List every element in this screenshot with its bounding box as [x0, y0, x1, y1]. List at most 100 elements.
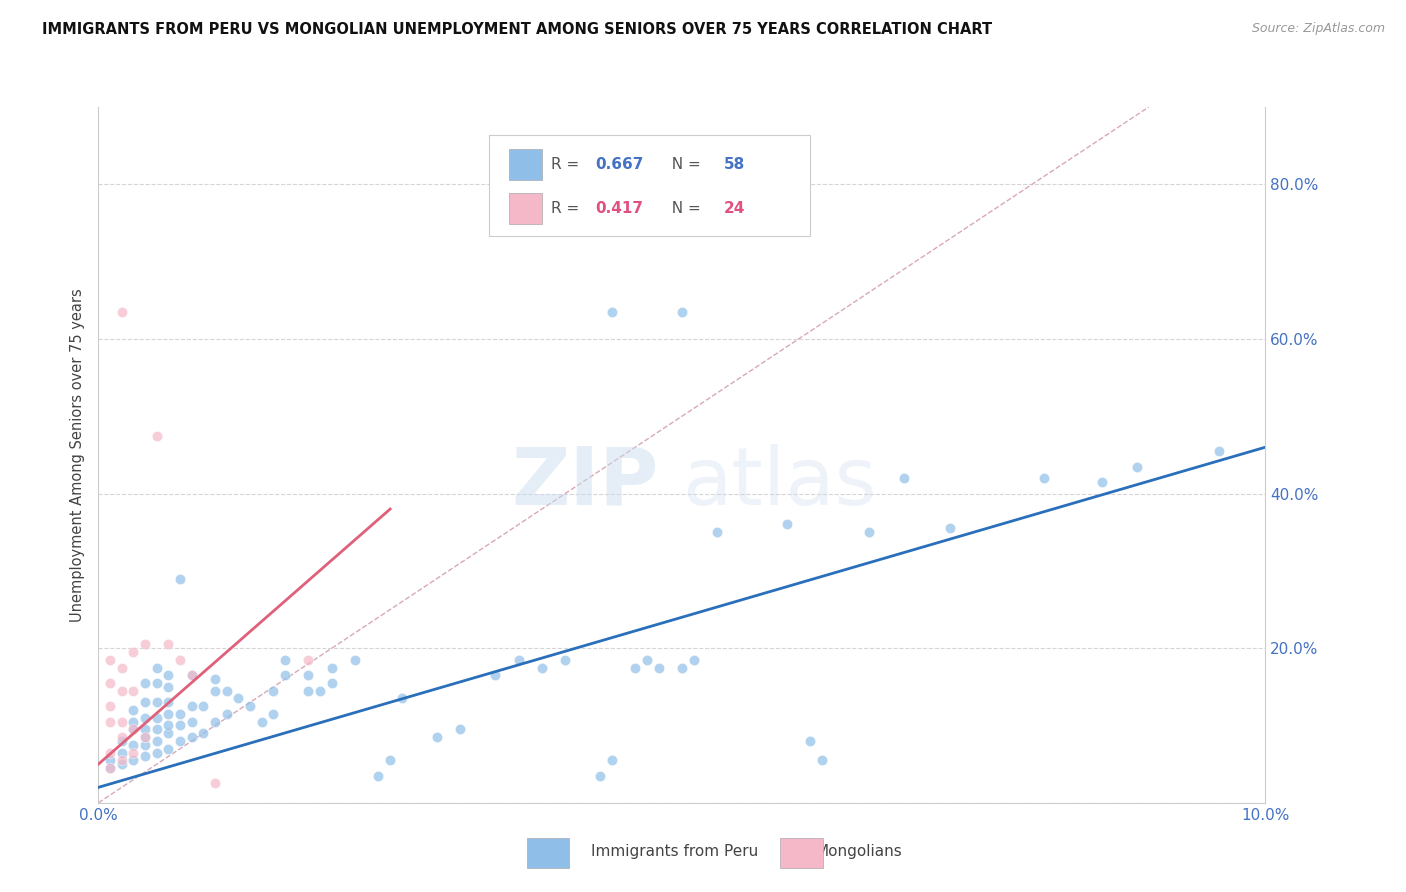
Point	[204, 672, 226, 686]
Point	[682, 653, 704, 667]
Point	[239, 699, 262, 714]
Point	[1091, 475, 1114, 489]
Text: N =: N =	[662, 157, 706, 172]
Point	[134, 723, 156, 737]
Point	[146, 711, 169, 725]
Point	[1032, 471, 1054, 485]
Point	[134, 637, 156, 651]
Point	[858, 525, 880, 540]
Point	[134, 711, 156, 725]
Point	[671, 660, 693, 674]
Point	[391, 691, 413, 706]
Text: Immigrants from Peru: Immigrants from Peru	[591, 845, 758, 859]
Point	[134, 749, 156, 764]
Point	[589, 769, 612, 783]
Point	[122, 738, 145, 752]
Point	[297, 653, 319, 667]
Point	[321, 660, 343, 674]
Point	[134, 730, 156, 744]
Point	[98, 653, 121, 667]
Point	[122, 714, 145, 729]
Point	[98, 761, 121, 775]
Point	[157, 637, 180, 651]
Point	[122, 723, 145, 737]
Point	[122, 703, 145, 717]
Point	[98, 746, 121, 760]
Text: Mongolians: Mongolians	[815, 845, 903, 859]
Point	[134, 695, 156, 709]
Point	[111, 683, 134, 698]
Point	[169, 572, 191, 586]
FancyBboxPatch shape	[509, 193, 541, 224]
Point	[157, 668, 180, 682]
Point	[378, 753, 402, 767]
Point	[180, 668, 202, 682]
Point	[706, 525, 728, 540]
Point	[146, 660, 169, 674]
Point	[449, 723, 471, 737]
Point	[367, 769, 389, 783]
Text: atlas: atlas	[682, 443, 876, 522]
Text: N =: N =	[662, 202, 706, 216]
Point	[250, 714, 273, 729]
Point	[530, 660, 553, 674]
Point	[169, 734, 191, 748]
Point	[122, 746, 145, 760]
Point	[274, 653, 297, 667]
Point	[180, 699, 202, 714]
Point	[98, 699, 121, 714]
Point	[193, 699, 215, 714]
Point	[624, 660, 647, 674]
Point	[600, 305, 623, 319]
Point	[134, 730, 156, 744]
Point	[180, 668, 202, 682]
Point	[134, 738, 156, 752]
Point	[297, 683, 319, 698]
Point	[111, 305, 134, 319]
Point	[297, 668, 319, 682]
Point	[799, 734, 821, 748]
Point	[98, 714, 121, 729]
Point	[169, 706, 191, 721]
Text: 24: 24	[724, 202, 745, 216]
Point	[169, 653, 191, 667]
Point	[146, 676, 169, 690]
Point	[776, 517, 799, 532]
Point	[122, 753, 145, 767]
Point	[484, 668, 506, 682]
Point	[157, 680, 180, 694]
Point	[600, 753, 623, 767]
Point	[309, 683, 332, 698]
Text: ZIP: ZIP	[512, 443, 658, 522]
Point	[111, 757, 134, 772]
Y-axis label: Unemployment Among Seniors over 75 years: Unemployment Among Seniors over 75 years	[70, 288, 86, 622]
Point	[157, 726, 180, 740]
Point	[204, 714, 226, 729]
Point	[893, 471, 915, 485]
Point	[98, 753, 121, 767]
Point	[180, 730, 202, 744]
Point	[1126, 459, 1149, 474]
Point	[554, 653, 576, 667]
Point	[939, 521, 962, 535]
Point	[146, 428, 169, 442]
FancyBboxPatch shape	[489, 135, 810, 235]
Point	[157, 706, 180, 721]
Point	[146, 746, 169, 760]
Point	[426, 730, 449, 744]
Point	[157, 741, 180, 756]
Text: 0.417: 0.417	[596, 202, 644, 216]
Point	[344, 653, 367, 667]
Point	[111, 714, 134, 729]
Point	[111, 660, 134, 674]
Point	[111, 734, 134, 748]
Point	[134, 676, 156, 690]
Text: 0.667: 0.667	[596, 157, 644, 172]
Point	[262, 683, 284, 698]
FancyBboxPatch shape	[509, 149, 541, 180]
Point	[157, 695, 180, 709]
Point	[228, 691, 250, 706]
Text: 58: 58	[724, 157, 745, 172]
Point	[111, 746, 134, 760]
Point	[636, 653, 658, 667]
